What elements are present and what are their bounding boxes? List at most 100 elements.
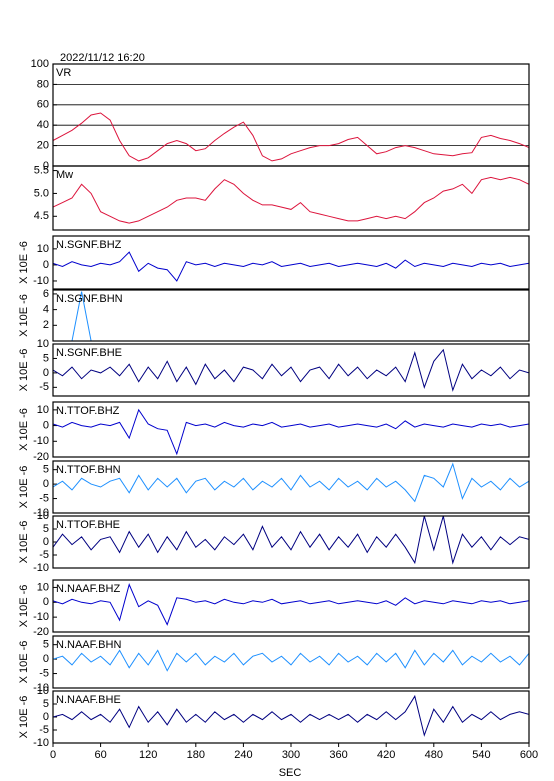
x-tick-label: 540: [472, 749, 490, 761]
panel-label: N.SGNF.BHE: [56, 347, 122, 359]
panel-frame: [52, 343, 530, 397]
y-tick-label: 10: [37, 510, 49, 522]
trace: [53, 408, 529, 456]
x-tick-label: 480: [425, 749, 443, 761]
y-axis-label: X 10E -6: [18, 408, 30, 451]
trace: [53, 649, 529, 672]
panel-label: N.TTOF.BHE: [56, 519, 120, 531]
y-tick-label: 60: [37, 99, 49, 111]
y-axis-label: X 10E -6: [18, 521, 30, 564]
y-tick-label: -20: [33, 451, 49, 463]
y-tick-label: 0: [43, 160, 49, 172]
y-tick-label: 0: [43, 653, 49, 665]
y-tick-label: 0: [43, 478, 49, 490]
panel-frame: [52, 63, 530, 167]
x-tick-label: 60: [94, 749, 106, 761]
y-tick-label: 0: [43, 367, 49, 379]
trace: [53, 582, 529, 626]
y-tick-label: 20: [37, 140, 49, 152]
trace: [53, 251, 529, 282]
panel-frame: [52, 401, 530, 458]
y-tick-label: 5: [43, 352, 49, 364]
y-tick-label: 0: [43, 419, 49, 431]
y-tick-label: 10: [37, 404, 49, 416]
y-tick-label: 2: [43, 319, 49, 331]
trace: [53, 694, 529, 737]
y-tick-label: 0: [43, 536, 49, 548]
panel-frame: [52, 165, 530, 231]
y-tick-label: -10: [33, 275, 49, 287]
panel-frame: [52, 460, 530, 514]
y-tick-label: -5: [39, 667, 49, 679]
panel-frame: [52, 579, 530, 633]
y-tick-label: -10: [33, 682, 49, 694]
y-tick-label: 5: [43, 523, 49, 535]
panel-label: N.NAAF.BHN: [56, 639, 121, 651]
y-tick-label: -5: [39, 492, 49, 504]
y-tick-label: 10: [37, 685, 49, 697]
y-tick-label: 5.5: [34, 164, 49, 176]
trace: [53, 176, 529, 224]
y-tick-label: 0: [43, 259, 49, 271]
y-axis-label: X 10E -6: [18, 585, 30, 628]
y-axis-label: X 10E -6: [18, 641, 30, 684]
y-tick-label: 0: [43, 596, 49, 608]
panel-frame: [52, 635, 530, 689]
panel-label: N.TTOF.BHN: [56, 464, 121, 476]
panel-frame: [52, 235, 530, 290]
y-tick-label: -5: [39, 549, 49, 561]
y-tick-label: -10: [33, 611, 49, 623]
y-tick-label: 80: [37, 78, 49, 90]
panel-label: N.TTOF.BHZ: [56, 405, 120, 417]
trace: [53, 112, 529, 162]
x-axis-label: SEC: [279, 767, 302, 779]
x-tick-label: 180: [187, 749, 205, 761]
panel-frame: [52, 690, 530, 744]
x-tick-label: 600: [520, 749, 538, 761]
y-tick-label: -10: [33, 562, 49, 574]
y-tick-label: 4.5: [34, 210, 49, 222]
panel-label: N.NAAF.BHE: [56, 694, 121, 706]
panel-label: VR: [56, 67, 71, 79]
y-tick-label: 0: [43, 711, 49, 723]
y-axis-label: X 10E -6: [18, 241, 30, 284]
y-axis-label: X 10E -6: [18, 294, 30, 337]
trace: [53, 462, 529, 503]
y-tick-label: 6: [43, 288, 49, 300]
trace: [53, 291, 529, 341]
x-tick-label: 420: [377, 749, 395, 761]
x-tick-label: 240: [234, 749, 252, 761]
y-tick-label: 10: [37, 338, 49, 350]
y-tick-label: 5: [43, 639, 49, 651]
y-tick-label: -5: [39, 724, 49, 736]
y-tick-label: -20: [33, 626, 49, 638]
x-tick-label: 120: [139, 749, 157, 761]
y-axis-label: X 10E -6: [18, 349, 30, 392]
trace: [53, 516, 529, 565]
y-tick-label: -10: [33, 737, 49, 749]
panel-label: N.SGNF.BHN: [56, 293, 123, 305]
trace: [53, 348, 529, 392]
y-tick-label: 40: [37, 119, 49, 131]
y-tick-label: 5: [43, 698, 49, 710]
y-tick-label: -10: [33, 507, 49, 519]
x-tick-label: 300: [282, 749, 300, 761]
y-tick-label: 4: [43, 304, 49, 316]
x-tick-label: 0: [50, 749, 56, 761]
y-tick-label: 5.0: [34, 187, 49, 199]
y-tick-label: -10: [33, 435, 49, 447]
panel-label: Mw: [56, 169, 73, 181]
y-tick-label: 100: [31, 58, 49, 70]
x-tick-label: 360: [329, 749, 347, 761]
y-axis-label: X 10E -6: [18, 466, 30, 509]
chart-title: 2022/11/12 16:20: [60, 52, 145, 64]
y-tick-label: -5: [39, 381, 49, 393]
panel-label: N.NAAF.BHZ: [56, 583, 120, 595]
y-axis-label: X 10E -6: [18, 696, 30, 739]
y-tick-label: 10: [37, 243, 49, 255]
y-tick-label: 10: [37, 581, 49, 593]
panel-frame: [52, 515, 530, 569]
y-tick-label: 5: [43, 464, 49, 476]
panel-label: N.SGNF.BHZ: [56, 239, 122, 251]
